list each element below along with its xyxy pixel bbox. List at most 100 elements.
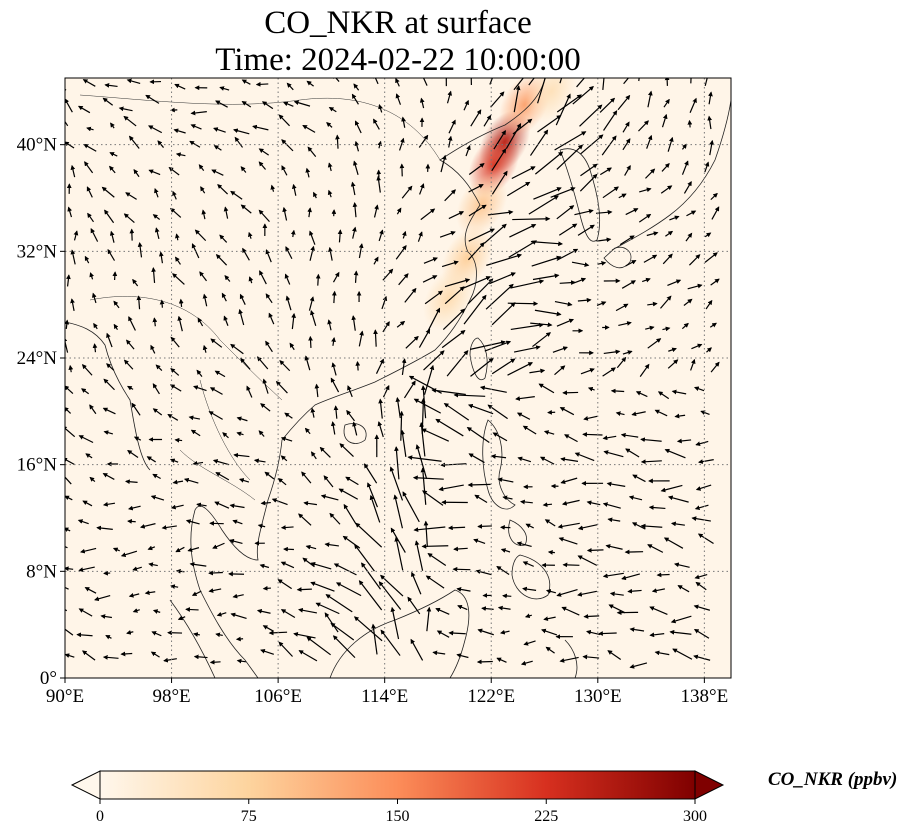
wind-arrow [219, 234, 228, 243]
wind-arrow [168, 167, 180, 176]
wind-arrow [470, 109, 482, 127]
wind-arrow [150, 344, 156, 354]
wind-arrow [576, 78, 586, 88]
wind-arrow [707, 115, 713, 130]
wind-arrow [169, 458, 179, 464]
wind-arrow [427, 307, 441, 332]
wind-arrow [136, 295, 142, 310]
wind-arrow [376, 175, 382, 193]
wind-arrow [240, 166, 247, 173]
wind-arrow [529, 129, 549, 156]
wind-arrow [255, 81, 269, 87]
wind-arrow [599, 167, 612, 176]
wind-arrow [242, 247, 250, 261]
wind-arrow [128, 593, 140, 598]
wind-arrow [68, 364, 74, 373]
lat-tick-label: 0° [40, 668, 57, 689]
wind-arrow [172, 190, 177, 200]
wind-arrow [126, 339, 135, 350]
wind-arrow [595, 209, 613, 215]
wind-arrow [420, 208, 436, 221]
wind-arrow [431, 388, 466, 396]
wind-arrow [645, 325, 655, 331]
wind-arrow [456, 653, 469, 659]
wind-vectors [65, 78, 720, 669]
wind-arrow [200, 186, 206, 194]
wind-arrow [602, 367, 616, 377]
wind-arrow [484, 340, 512, 352]
wind-arrow [519, 499, 533, 505]
wind-arrow [534, 309, 562, 317]
wind-arrow [209, 387, 223, 395]
wind-arrow [543, 430, 555, 435]
wind-arrow [337, 229, 343, 243]
border-southwest [89, 296, 283, 401]
colorbar: 0 75 150 225 300 [70, 770, 725, 825]
wind-arrow [619, 235, 635, 246]
wind-arrow [185, 607, 199, 612]
wind-arrow [262, 585, 271, 591]
wind-arrow [468, 163, 485, 175]
wind-arrow [144, 590, 156, 595]
wind-arrow [230, 343, 244, 355]
wind-arrow [252, 124, 269, 131]
wind-arrow [561, 606, 580, 616]
wind-arrow [66, 274, 71, 287]
wind-arrow [190, 110, 207, 116]
wind-arrow [693, 654, 711, 661]
wind-arrow [705, 299, 713, 310]
lat-tick-label: 8°N [26, 561, 57, 582]
wind-arrow [394, 446, 400, 480]
wind-arrow [152, 317, 158, 327]
wind-arrow [490, 454, 507, 459]
wind-arrow [148, 125, 163, 134]
wind-arrow [467, 482, 491, 488]
wind-arrow [260, 648, 274, 655]
wind-arrow [421, 428, 449, 442]
wind-arrow [668, 347, 677, 353]
wind-arrow [603, 110, 618, 131]
wind-arrow [602, 435, 617, 441]
wind-arrow [404, 287, 417, 303]
wind-arrow [128, 135, 140, 149]
wind-arrow [351, 93, 359, 105]
wind-arrow [525, 523, 534, 529]
wind-arrow [355, 522, 383, 548]
wind-arrow [556, 144, 584, 170]
wind-arrow [354, 543, 375, 572]
wind-arrow [555, 93, 571, 126]
wind-arrow [583, 614, 600, 619]
wind-arrow [248, 276, 254, 284]
wind-arrow [196, 502, 207, 508]
wind-arrow [694, 574, 708, 580]
wind-arrow [310, 561, 332, 570]
wind-arrow [638, 213, 652, 223]
wind-arrow [468, 184, 484, 193]
wind-arrow [84, 255, 90, 264]
wind-arrow [78, 566, 95, 572]
wind-arrow [441, 330, 466, 349]
wind-arrow [201, 209, 207, 220]
wind-arrow [298, 607, 318, 614]
wind-arrow [112, 547, 120, 553]
wind-arrow [123, 115, 137, 127]
wind-arrow [330, 421, 336, 435]
wind-arrow [373, 78, 379, 85]
wind-arrow [586, 547, 604, 553]
wind-arrow [76, 632, 93, 638]
wind-arrow [528, 195, 559, 215]
wind-arrow [211, 169, 224, 176]
wind-arrow [229, 503, 245, 509]
colorbar-extend-high [694, 770, 725, 800]
wind-arrow [223, 206, 229, 219]
wind-arrow [689, 97, 697, 113]
wind-arrow [556, 588, 578, 597]
map-background [65, 78, 731, 678]
wind-arrow [102, 97, 114, 106]
wind-arrow [127, 385, 134, 391]
wind-arrow [596, 301, 607, 307]
wind-arrow [105, 634, 112, 640]
wind-arrow [146, 456, 156, 463]
wind-arrow [562, 562, 580, 568]
